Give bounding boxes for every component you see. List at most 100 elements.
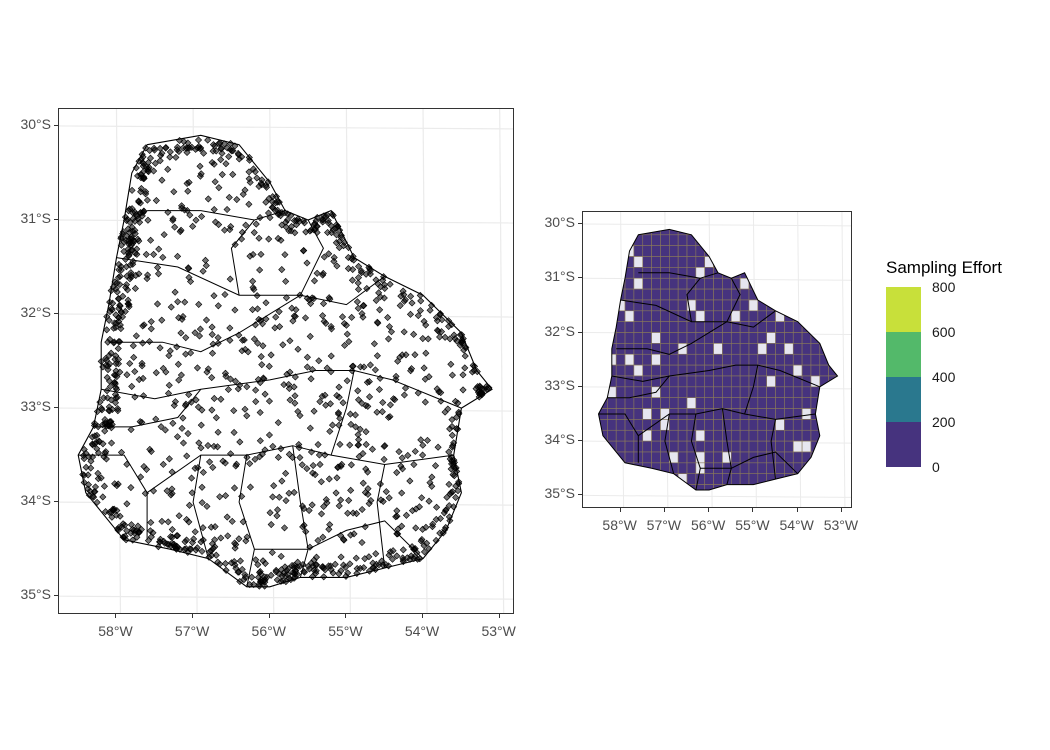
- occurrence-point: [389, 547, 397, 555]
- occurrence-point: [208, 374, 216, 382]
- occurrence-point: [308, 573, 316, 581]
- department-border: [726, 277, 741, 322]
- effort-cell: [748, 473, 759, 485]
- occurrence-point: [246, 156, 254, 164]
- effort-cell: [828, 321, 838, 333]
- occurrence-point: [208, 349, 217, 357]
- effort-cell: [801, 440, 812, 453]
- department-border: [230, 219, 255, 296]
- occurrence-point: [101, 420, 109, 428]
- effort-cell: [792, 419, 803, 431]
- occurrence-point: [221, 290, 229, 299]
- effort-cell: [633, 364, 644, 377]
- effort-cell: [660, 310, 670, 322]
- occurrence-point: [309, 461, 317, 470]
- effort-cell: [686, 353, 697, 366]
- occurrence-point: [420, 364, 428, 372]
- occurrence-point: [144, 158, 152, 166]
- occurrence-point: [217, 156, 225, 164]
- effort-cell: [757, 267, 767, 279]
- occurrence-point: [189, 222, 197, 230]
- effort-cell: [615, 267, 626, 279]
- occurrence-point: [227, 450, 235, 458]
- occurrence-point: [128, 525, 137, 533]
- occurrence-point: [392, 513, 400, 521]
- occurrence-point: [359, 302, 367, 310]
- occurrence-point: [199, 267, 207, 275]
- effort-cell: [810, 299, 821, 312]
- occurrence-point: [406, 310, 415, 318]
- effort-cell: [766, 397, 776, 409]
- occurrence-point: [374, 319, 382, 327]
- effort-cell: [624, 364, 635, 377]
- department-border: [638, 272, 719, 279]
- occurrence-point: [230, 428, 238, 436]
- effort-cell: [784, 245, 794, 257]
- axis-tick-mark: [578, 277, 582, 279]
- occurrence-point: [191, 528, 199, 536]
- occurrence-point: [448, 371, 456, 379]
- occurrence-point: [228, 147, 236, 155]
- occurrence-point: [165, 455, 173, 463]
- occurrence-point: [111, 399, 120, 407]
- effort-cell: [624, 321, 635, 333]
- occurrence-point: [214, 334, 222, 342]
- occurrence-point: [437, 389, 445, 397]
- occurrence-point: [438, 316, 446, 324]
- effort-cell: [607, 277, 617, 290]
- effort-cell: [598, 229, 608, 236]
- occurrence-point: [224, 385, 232, 394]
- effort-cell: [598, 234, 608, 246]
- occurrence-point: [234, 385, 242, 393]
- occurrence-point: [337, 553, 345, 561]
- occurrence-point: [450, 503, 458, 511]
- effort-cell: [677, 321, 688, 333]
- occurrence-point: [144, 216, 152, 224]
- occurrence-point: [441, 333, 449, 341]
- occurrence-point: [319, 312, 327, 320]
- effort-cell: [722, 484, 732, 491]
- effort-cell: [810, 245, 821, 257]
- occurrence-point: [108, 513, 116, 521]
- effort-cell: [633, 299, 644, 312]
- axis-tick-mark: [752, 508, 754, 512]
- effort-cell: [801, 408, 812, 420]
- occurrence-point: [147, 318, 155, 326]
- effort-cell: [713, 375, 723, 388]
- occurrence-point: [281, 251, 289, 259]
- occurrence-point: [250, 228, 258, 237]
- occurrence-point: [131, 284, 139, 292]
- occurrence-point: [105, 351, 113, 360]
- effort-cell: [669, 429, 679, 442]
- occurrence-point: [121, 307, 129, 316]
- sampling-effort-map: [583, 212, 851, 507]
- occurrence-point: [333, 231, 341, 239]
- occurrence-point: [139, 175, 147, 183]
- occurrence-point: [206, 458, 214, 466]
- effort-cell: [669, 473, 679, 485]
- effort-cell: [730, 256, 741, 268]
- occurrence-point: [235, 155, 243, 163]
- effort-cell: [739, 429, 750, 442]
- effort-cell: [837, 299, 838, 312]
- effort-cell: [766, 321, 776, 333]
- effort-cell: [819, 256, 829, 268]
- lon-tick-label: 55°W: [735, 517, 770, 533]
- occurrence-point: [399, 287, 407, 295]
- occurrence-point: [410, 330, 418, 338]
- occurrence-point: [446, 490, 454, 498]
- department-border: [664, 413, 675, 474]
- occurrence-point: [395, 448, 403, 456]
- occurrence-point: [188, 539, 197, 547]
- occurrence-point: [102, 356, 110, 364]
- occurrence-point: [354, 441, 363, 449]
- effort-cell: [651, 484, 661, 491]
- lon-tick-label: 58°W: [602, 517, 637, 533]
- occurrence-point: [162, 144, 170, 152]
- occurrence-point: [249, 277, 257, 285]
- occurrence-point: [238, 228, 246, 236]
- effort-cell: [722, 229, 732, 236]
- occurrence-point: [215, 139, 223, 147]
- occurrence-point: [113, 288, 121, 296]
- occurrence-point: [275, 570, 283, 578]
